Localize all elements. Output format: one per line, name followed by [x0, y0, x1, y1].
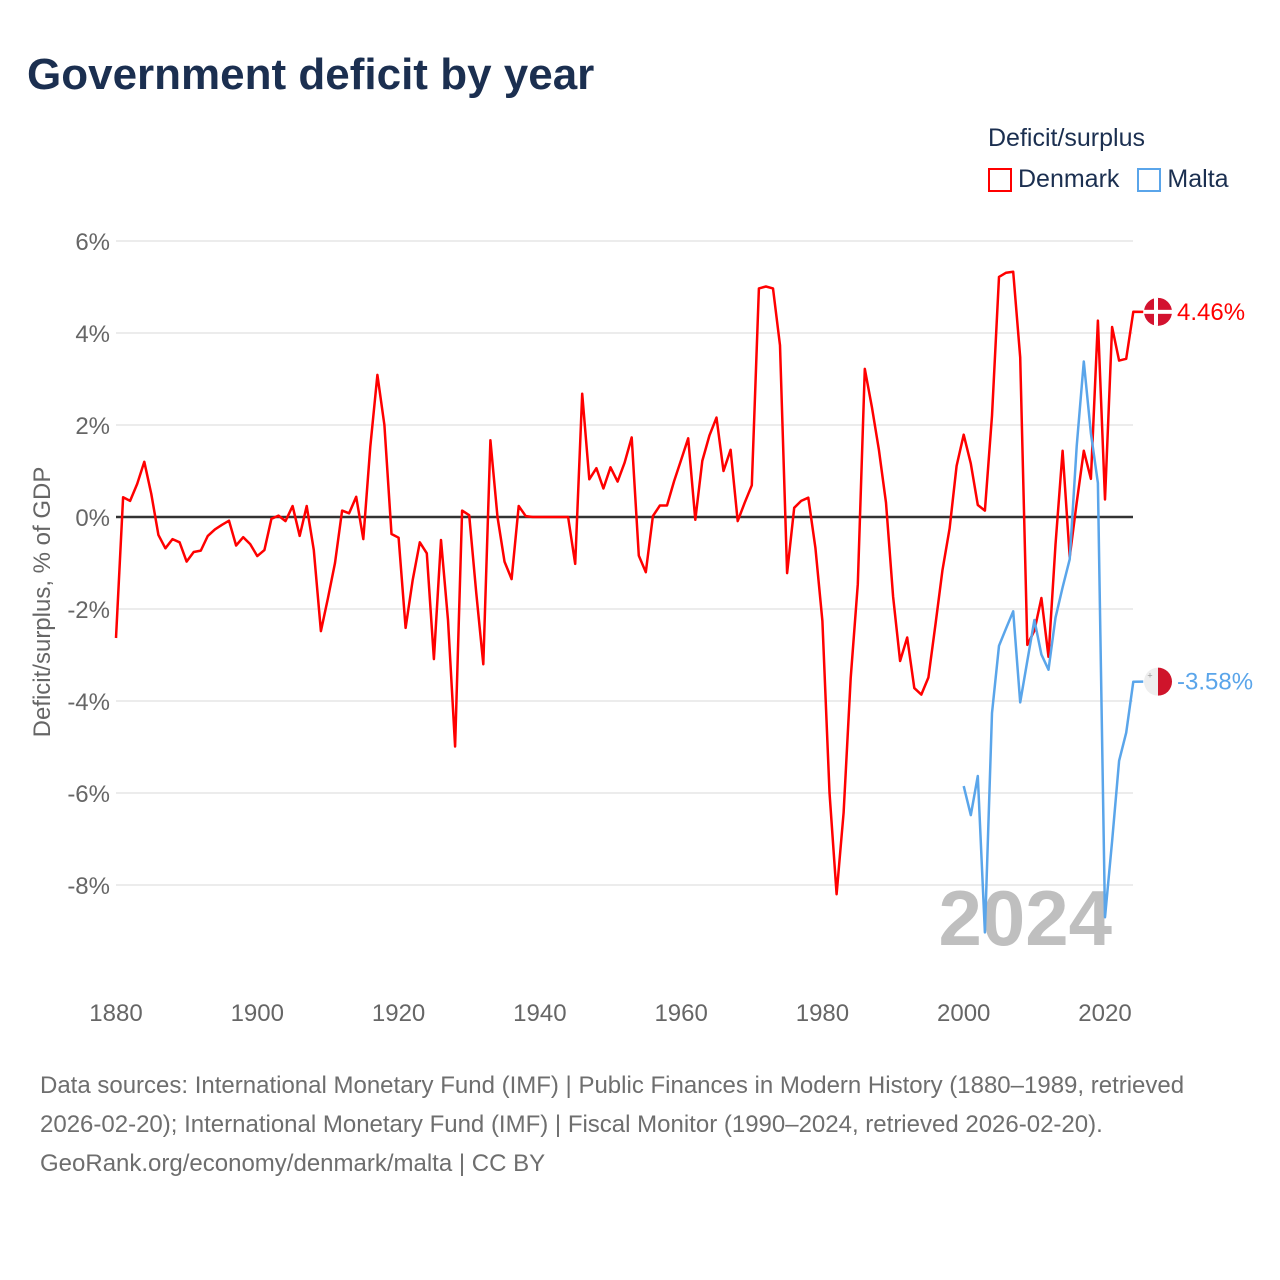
- series-line-malta: [962, 360, 1144, 934]
- legend: Denmark Malta: [988, 165, 1229, 194]
- end-markers: 4.46% + -3.58%: [1144, 297, 1253, 696]
- series-line-denmark: [114, 270, 1144, 896]
- end-label-denmark: 4.46%: [1177, 299, 1245, 326]
- gridlines: [116, 240, 1133, 886]
- y-tick-label: -6%: [67, 781, 110, 808]
- legend-swatch-denmark: [988, 167, 1012, 192]
- y-axis-label: Deficit/surplus, % of GDP: [29, 467, 56, 738]
- y-tick-label: -8%: [67, 873, 110, 900]
- year-watermark: 2024: [938, 874, 1112, 962]
- legend-item-malta[interactable]: Malta: [1137, 165, 1229, 194]
- x-tick-label: 1980: [796, 1000, 849, 1027]
- x-axis-ticks: 1880 1900 1920 1940 1960 1980 2000 2020: [89, 1000, 1131, 1027]
- x-tick-label: 1920: [372, 1000, 425, 1027]
- x-tick-label: 1960: [654, 1000, 707, 1027]
- legend-swatch-malta: [1137, 167, 1162, 192]
- y-tick-label: 0%: [75, 505, 110, 532]
- flag-malta-icon: +: [1144, 667, 1172, 696]
- legend-label-denmark: Denmark: [1018, 165, 1120, 193]
- y-tick-label: 6%: [75, 229, 110, 256]
- y-axis-ticks: 6% 4% 2% 0% -2% -4% -6% -8%: [67, 229, 110, 900]
- legend-title: Deficit/surplus: [988, 124, 1145, 152]
- legend-label-malta: Malta: [1167, 165, 1229, 193]
- y-tick-label: 2%: [75, 413, 110, 440]
- x-tick-label: 1880: [89, 1000, 142, 1027]
- chart-title: Government deficit by year: [27, 50, 595, 99]
- attribution-link[interactable]: GeoRank.org/economy/denmark/malta | CC B…: [40, 1150, 546, 1177]
- footer: Data sources: International Monetary Fun…: [40, 1066, 1240, 1183]
- end-label-malta: -3.58%: [1177, 669, 1253, 696]
- y-tick-label: 4%: [75, 321, 110, 348]
- y-tick-label: -4%: [67, 689, 110, 716]
- x-tick-label: 1900: [231, 1000, 284, 1027]
- flag-denmark-icon: [1144, 297, 1172, 326]
- series-lines: [114, 270, 1144, 934]
- legend-item-denmark[interactable]: Denmark: [988, 165, 1119, 194]
- y-tick-label: -2%: [67, 597, 110, 624]
- data-sources: Data sources: International Monetary Fun…: [40, 1072, 1185, 1138]
- x-tick-label: 2020: [1078, 1000, 1131, 1027]
- x-tick-label: 1940: [513, 1000, 566, 1027]
- x-tick-label: 2000: [937, 1000, 990, 1027]
- svg-text:+: +: [1147, 671, 1152, 681]
